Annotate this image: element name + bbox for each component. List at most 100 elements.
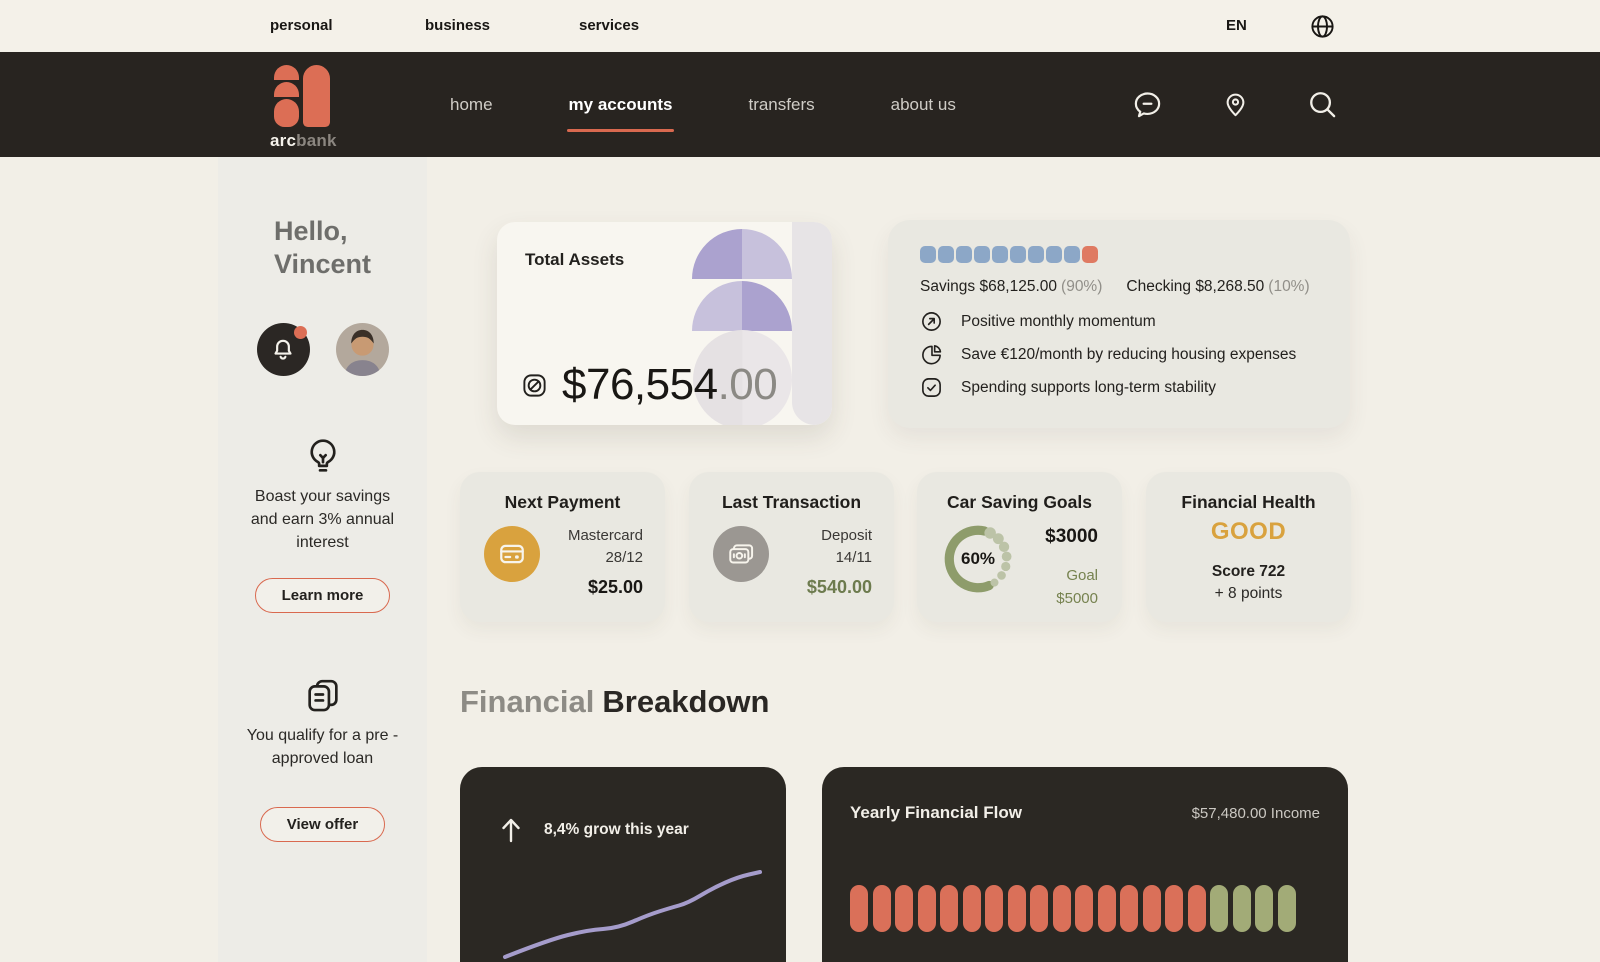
accounts-row: Savings $68,125.00 (90%) Checking $8,268.… — [920, 278, 1318, 296]
next-payment-card: Next Payment Mastercard 28/12 $25.00 — [460, 472, 665, 622]
view-offer-button[interactable]: View offer — [259, 807, 386, 842]
main-nav: arcbank home my accounts transfers about… — [0, 52, 1600, 157]
nav-link-about-us[interactable]: about us — [890, 94, 956, 114]
check-icon — [920, 376, 943, 399]
location-icon[interactable] — [1222, 52, 1249, 157]
savings-progress-donut: 60% — [939, 520, 1017, 598]
assets-coin-icon — [521, 372, 548, 399]
health-status: GOOD — [1210, 518, 1287, 545]
trend-up-icon — [920, 310, 943, 333]
payment-amount: $25.00 — [587, 577, 643, 597]
savings-promo-text: Boast your savings and earn 3% annual in… — [250, 488, 395, 551]
transaction-date: 14/11 — [835, 549, 872, 566]
language-selector[interactable]: EN — [1226, 17, 1247, 34]
insight-item: Positive monthly momentum — [920, 310, 1318, 333]
flow-bar — [962, 885, 981, 932]
financial-health-card: Financial Health GOOD Score 722 + 8 poin… — [1146, 472, 1351, 622]
insight-text: Save €120/month by reducing housing expe… — [961, 345, 1297, 363]
allocation-segment — [992, 246, 1008, 263]
flow-bar — [1052, 885, 1071, 932]
greeting-line2: Vincent — [273, 249, 372, 279]
allocation-segment — [1046, 246, 1062, 263]
allocation-segment — [1028, 246, 1044, 263]
credit-card-icon — [484, 526, 540, 582]
flow-bar — [1097, 885, 1116, 932]
flow-income: $57,480.00 Income — [1191, 805, 1320, 822]
section-heading: Financial Breakdown — [460, 684, 769, 720]
flow-bar — [1187, 885, 1206, 932]
saved-amount: $3000 — [1045, 526, 1098, 547]
insights-card: Savings $68,125.00 (90%) Checking $8,268.… — [888, 220, 1350, 428]
allocation-segment — [938, 246, 954, 263]
flow-bar — [1030, 885, 1048, 932]
loan-promo-text: You qualify for a pre -approved loan — [246, 727, 399, 767]
checking-percent: (10%) — [1268, 278, 1310, 295]
insight-item: Save €120/month by reducing housing expe… — [920, 343, 1318, 366]
growth-label: 8,4% grow this year — [544, 821, 689, 838]
flow-bars — [850, 885, 1296, 932]
arcbank-logo-text: arcbank — [270, 131, 337, 150]
insight-item: Spending supports long-term stability — [920, 376, 1318, 399]
nav-link-transfers[interactable]: transfers — [748, 94, 815, 114]
health-score: Score 722 — [1211, 563, 1286, 580]
notifications-button[interactable] — [256, 323, 310, 376]
payment-details: Mastercard 28/12 — [568, 525, 643, 569]
total-assets-title: Total Assets — [525, 250, 625, 269]
card-title: Car Saving Goals — [947, 492, 1092, 512]
goal-amount-value: $5000 — [1056, 590, 1098, 607]
chat-icon[interactable] — [1132, 52, 1163, 157]
arrow-up-icon — [500, 817, 522, 843]
search-icon[interactable] — [1307, 52, 1338, 157]
learn-more-button[interactable]: Learn more — [254, 578, 391, 613]
bell-icon — [274, 339, 292, 360]
topbar-link-services[interactable]: services — [579, 17, 640, 34]
allocation-segment — [1010, 246, 1026, 263]
growth-line-chart — [503, 870, 762, 959]
allocation-segment — [920, 246, 936, 263]
greeting: Hello, Vincent — [274, 215, 371, 281]
flow-bar — [1075, 885, 1093, 932]
allocation-segment — [956, 246, 972, 263]
insight-text: Positive monthly momentum — [961, 312, 1156, 330]
arcbank-logo-mark — [273, 65, 330, 127]
total-assets-card: Total Assets $76,554.00 — [497, 222, 832, 425]
savings-summary: Savings $68,125.00 (90%) — [920, 278, 1103, 295]
goal-label: Goal — [1066, 567, 1098, 584]
flow-bar — [1165, 885, 1183, 932]
pie-icon — [920, 343, 943, 366]
nav-links: home my accounts transfers about us — [450, 52, 956, 157]
flow-bar — [1255, 885, 1273, 932]
heading-strong: Breakdown — [602, 684, 770, 719]
last-transaction-card: Last Transaction Deposit 14/11 $540.00 — [689, 472, 894, 622]
heading-muted: Financial — [460, 684, 595, 719]
health-delta: + 8 points — [1214, 585, 1283, 602]
savings-percent: (90%) — [1061, 278, 1103, 295]
yearly-flow-card: Yearly Financial Flow $57,480.00 Income — [822, 767, 1348, 962]
topbar-link-business[interactable]: business — [425, 17, 491, 34]
flow-bar — [1120, 885, 1138, 932]
sidebar: Hello, Vincent — [218, 157, 427, 962]
flow-bar — [1232, 885, 1251, 932]
user-avatar[interactable] — [335, 323, 389, 376]
notification-badge — [293, 326, 307, 339]
growth-chart-card: 8,4% grow this year — [460, 767, 786, 962]
cash-icon — [713, 526, 769, 582]
total-assets-amount: $76,554.00 — [562, 360, 778, 409]
flow-bar — [1007, 885, 1026, 932]
lightbulb-icon — [305, 437, 341, 477]
nav-link-home[interactable]: home — [450, 94, 493, 114]
insight-text: Spending supports long-term stability — [961, 378, 1217, 396]
nav-link-my-accounts[interactable]: my accounts — [566, 94, 675, 132]
payment-date: 28/12 — [605, 549, 643, 566]
globe-icon[interactable] — [1309, 13, 1336, 40]
flow-bar — [850, 885, 868, 932]
identity-row — [256, 323, 389, 376]
topbar-link-personal[interactable]: personal — [270, 17, 333, 34]
flow-bar — [917, 885, 936, 932]
donut-percent-label: 60% — [960, 549, 996, 568]
deco-dome-2 — [692, 281, 792, 331]
allocation-segment — [1082, 246, 1098, 263]
flow-bar — [1277, 885, 1296, 932]
arcbank-logo[interactable]: arcbank — [270, 65, 337, 151]
